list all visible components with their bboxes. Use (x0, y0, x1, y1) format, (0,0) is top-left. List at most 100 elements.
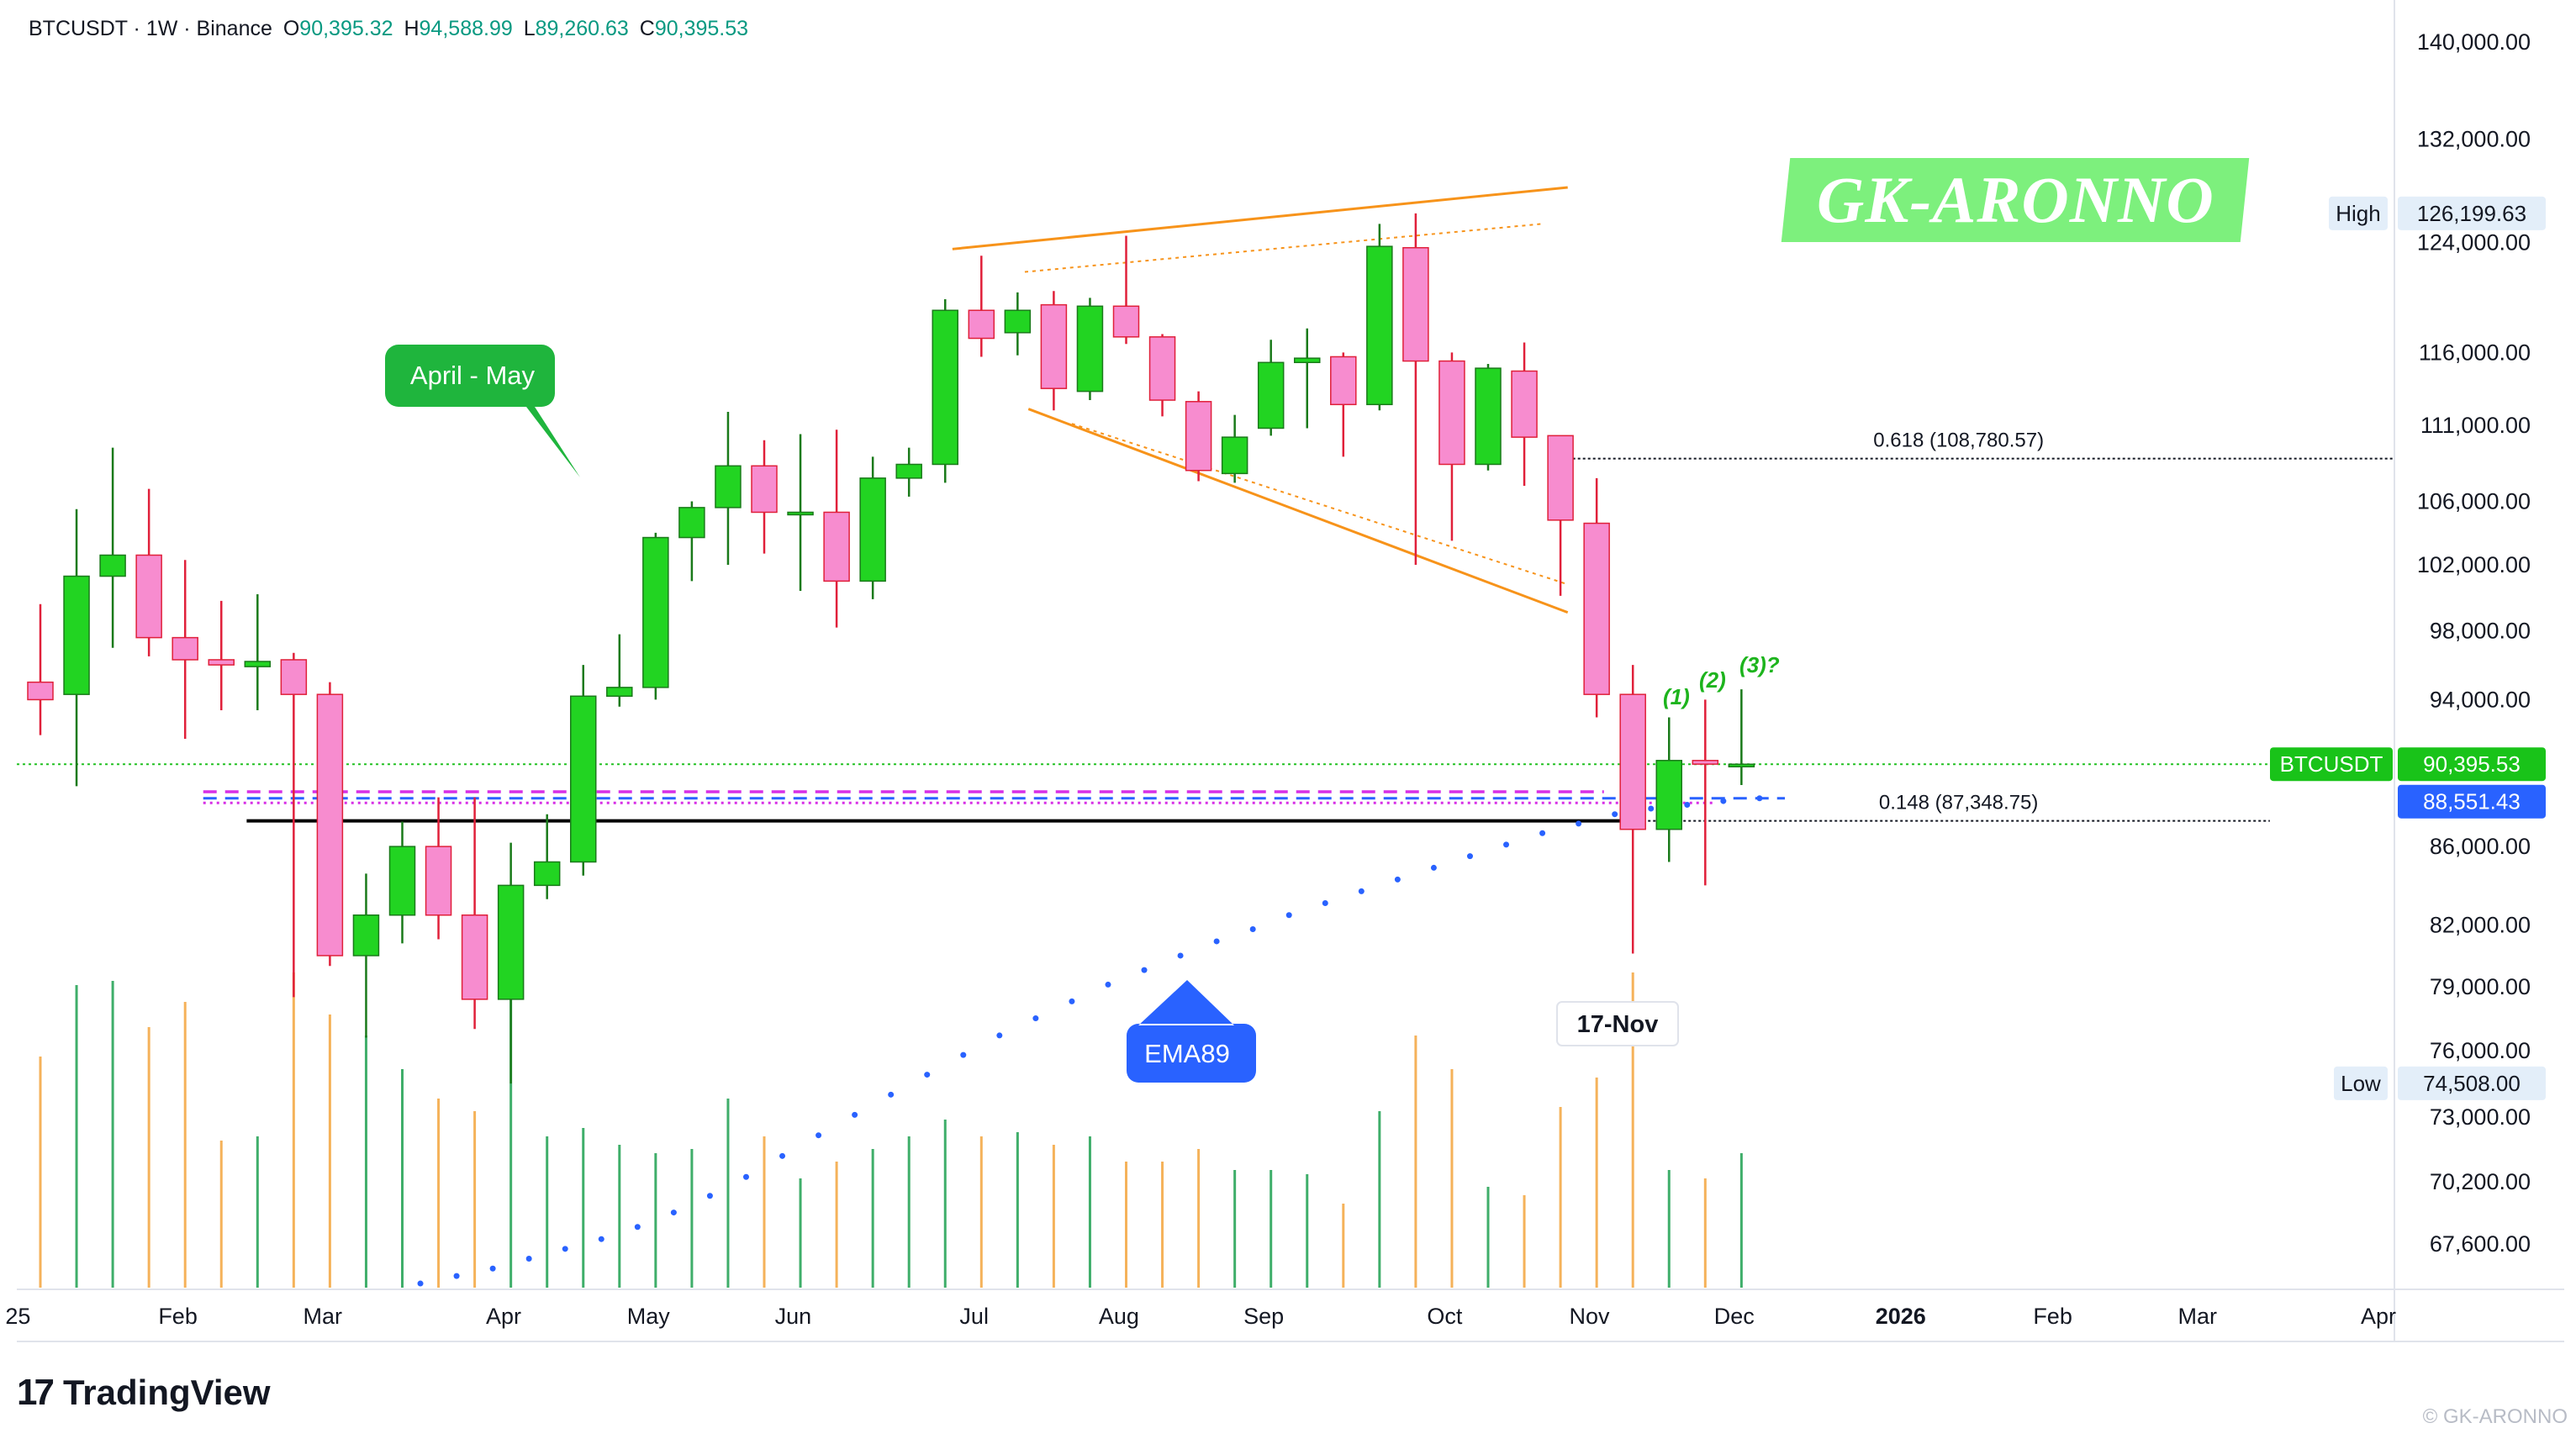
high-tag: High (2336, 201, 2380, 226)
author-badge: GK-ARONNO (1781, 158, 2250, 242)
candle-body (570, 695, 597, 863)
high-label: H (404, 17, 420, 40)
price-tick-label: 76,000.00 (2430, 1038, 2531, 1063)
ema89-point (996, 1032, 1003, 1039)
candle-body (1330, 356, 1357, 406)
candle (425, 797, 452, 940)
ema89-point (1177, 952, 1184, 959)
time-tick-label: May (627, 1304, 671, 1329)
candle-body (787, 511, 814, 516)
candle (1257, 340, 1285, 436)
high-tag-box (2329, 196, 2388, 230)
candle (533, 814, 561, 899)
tradingview-logo[interactable]: 17 TradingView (17, 1372, 271, 1414)
candle (27, 603, 54, 735)
high-value-tag: 126,199.63 (2417, 201, 2526, 226)
candle-body (1583, 522, 1610, 695)
candle-body (27, 681, 54, 701)
candle (1185, 391, 1212, 482)
ema89-point (634, 1224, 641, 1231)
candle-body (1221, 436, 1248, 475)
candle-body (1366, 245, 1393, 406)
candle-body (280, 659, 308, 695)
candle (172, 560, 198, 739)
candle-body (1692, 760, 1719, 765)
current-price-tag-box (2398, 747, 2546, 782)
current-price-tag: 90,395.53 (2423, 751, 2521, 777)
candle-body (63, 575, 90, 695)
candle-body (425, 846, 452, 916)
time-tick-label: 2026 (1876, 1304, 1926, 1329)
candle (63, 509, 90, 787)
candle-body (751, 465, 778, 514)
candle-body (1547, 435, 1574, 521)
fib-0618-label: 0.618 (108,780.57) (1873, 430, 2044, 452)
price-tick-label: 98,000.00 (2430, 619, 2531, 644)
candle (1475, 363, 1502, 471)
ema89-point (924, 1072, 931, 1078)
price-tick-label: 82,000.00 (2430, 913, 2531, 938)
candle-body (1438, 360, 1465, 466)
candle (1221, 414, 1248, 483)
candle-body (172, 636, 198, 661)
candle (1728, 689, 1755, 786)
candle (751, 440, 778, 554)
candle-body (1004, 309, 1032, 334)
close-label: C (639, 17, 655, 40)
price-tick-label: 79,000.00 (2430, 974, 2531, 999)
ema89-point (1285, 912, 1292, 919)
ema89-point (1141, 967, 1148, 973)
time-tick-label: Nov (1570, 1304, 1611, 1329)
ema89-point (852, 1111, 858, 1118)
candle-body (1728, 763, 1755, 767)
low-value-tag-box (2398, 1066, 2546, 1100)
candle-body (1475, 367, 1502, 466)
tradingview-logo-text: TradingView (62, 1373, 271, 1412)
candle-body (352, 914, 380, 957)
candle (895, 447, 922, 497)
nov17-label: 17-Nov (1577, 1011, 1659, 1038)
price-tick-label: 86,000.00 (2430, 834, 2531, 859)
ema89-point (525, 1256, 532, 1262)
ema89-point (1648, 805, 1655, 812)
candle-body (461, 914, 488, 1000)
ema89-point (1576, 820, 1582, 827)
candle-body (1040, 303, 1068, 389)
wedge-bottom-inner-line (1071, 423, 1569, 586)
candle-body (859, 477, 886, 582)
ema89-point (1394, 876, 1401, 883)
candle (642, 532, 669, 700)
price-tick-label: 124,000.00 (2417, 229, 2531, 255)
april-may-callout-label: April - May (410, 361, 536, 390)
high-value-tag-box (2398, 196, 2546, 230)
ema89-point (1249, 925, 1256, 932)
wave-3-label: (3)? (1739, 652, 1780, 677)
ema89-point (1756, 795, 1763, 802)
time-tick-label: Oct (1427, 1304, 1463, 1329)
price-tick-label: 116,000.00 (2419, 340, 2531, 365)
ema89-point (1213, 938, 1220, 945)
price-tick-label: 102,000.00 (2417, 552, 2531, 577)
candle-body (1185, 401, 1212, 472)
ema89-point (816, 1132, 822, 1139)
price-tick-label: 94,000.00 (2430, 687, 2531, 712)
price-tick-label: 111,000.00 (2420, 413, 2531, 438)
symbol-header: BTCUSDT · 1W · Binance O90,395.32 H94,58… (29, 17, 748, 41)
low-value-tag: 74,508.00 (2423, 1071, 2521, 1096)
candle-body (823, 511, 850, 582)
candle (1583, 477, 1610, 718)
price-tick-label: 67,600.00 (2430, 1231, 2531, 1257)
ema89-point (1358, 888, 1365, 894)
price-tick-label: 73,000.00 (2430, 1104, 2531, 1130)
author-badge-text: GK-ARONNO (1816, 163, 2214, 236)
candle (932, 299, 958, 483)
candle (497, 842, 525, 1084)
candle (1294, 328, 1321, 429)
symbol-line: BTCUSDT · 1W · Binance (29, 17, 272, 40)
low-tag-box (2334, 1066, 2388, 1100)
ema89-point (1612, 811, 1618, 818)
candle-body (606, 687, 633, 698)
low-label: L (523, 17, 536, 40)
april-may-callout-box (385, 345, 580, 477)
